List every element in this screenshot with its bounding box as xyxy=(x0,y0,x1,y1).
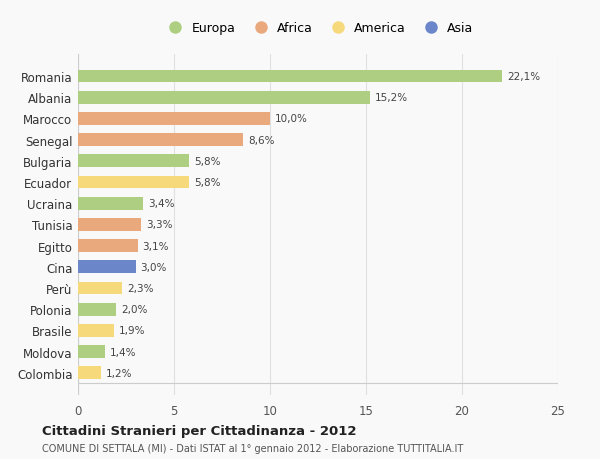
Text: 15,2%: 15,2% xyxy=(374,93,408,103)
Text: 10,0%: 10,0% xyxy=(275,114,308,124)
Bar xyxy=(78,367,101,379)
Text: 2,0%: 2,0% xyxy=(121,304,148,314)
Bar xyxy=(78,92,370,104)
Text: 8,6%: 8,6% xyxy=(248,135,274,146)
Bar xyxy=(78,176,190,189)
Text: 1,9%: 1,9% xyxy=(119,326,146,336)
Text: 3,1%: 3,1% xyxy=(142,241,169,251)
Bar xyxy=(78,282,122,295)
Text: 5,8%: 5,8% xyxy=(194,178,221,188)
Text: Cittadini Stranieri per Cittadinanza - 2012: Cittadini Stranieri per Cittadinanza - 2… xyxy=(42,424,356,437)
Legend: Europa, Africa, America, Asia: Europa, Africa, America, Asia xyxy=(158,17,478,40)
Text: 5,8%: 5,8% xyxy=(194,157,221,167)
Text: COMUNE DI SETTALA (MI) - Dati ISTAT al 1° gennaio 2012 - Elaborazione TUTTITALIA: COMUNE DI SETTALA (MI) - Dati ISTAT al 1… xyxy=(42,443,463,453)
Text: 22,1%: 22,1% xyxy=(507,72,540,82)
Bar xyxy=(78,240,137,252)
Bar xyxy=(78,325,115,337)
Text: 2,3%: 2,3% xyxy=(127,283,154,293)
Bar xyxy=(78,113,270,125)
Bar xyxy=(78,155,190,168)
Bar xyxy=(78,197,143,210)
Bar xyxy=(78,303,116,316)
Text: 3,0%: 3,0% xyxy=(140,262,167,272)
Bar xyxy=(78,261,136,274)
Bar xyxy=(78,218,142,231)
Bar xyxy=(78,134,243,147)
Text: 3,4%: 3,4% xyxy=(148,199,175,209)
Bar xyxy=(78,346,105,358)
Text: 3,3%: 3,3% xyxy=(146,220,173,230)
Bar xyxy=(78,71,502,83)
Text: 1,2%: 1,2% xyxy=(106,368,133,378)
Text: 1,4%: 1,4% xyxy=(110,347,136,357)
